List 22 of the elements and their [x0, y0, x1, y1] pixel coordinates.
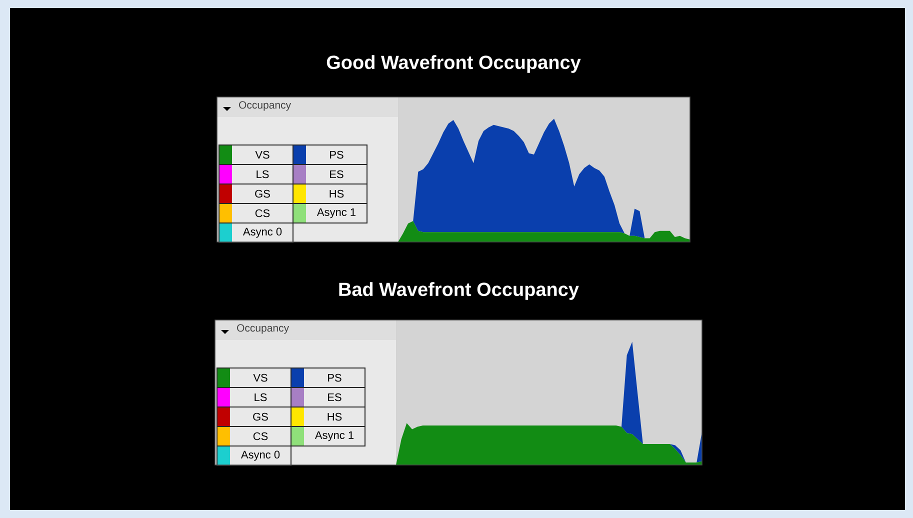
- legend-label: PS: [330, 150, 344, 159]
- legend-label: LS: [256, 170, 269, 178]
- legend-label: Async 0: [240, 450, 280, 461]
- legend-label: ES: [330, 170, 344, 178]
- y-axis-title: Occupancy: [239, 101, 292, 111]
- legend-label: HS: [328, 412, 342, 421]
- legend-label: ES: [328, 393, 342, 402]
- legend-label: VS: [253, 374, 268, 382]
- legend-label: CS: [255, 209, 270, 218]
- y-axis-title: Occupancy: [237, 324, 290, 334]
- legend-label: LS: [254, 393, 267, 402]
- legend-label: VS: [255, 150, 270, 159]
- legend-label: PS: [328, 374, 342, 382]
- chart-title: Bad Wavefront Occupancy: [339, 282, 579, 300]
- legend-label: CS: [253, 432, 268, 440]
- legend-label: Async 1: [314, 431, 354, 442]
- legend-label: Async 1: [316, 208, 356, 218]
- legend-label: GS: [253, 412, 268, 421]
- legend-label: GS: [255, 190, 270, 198]
- legend-label: HS: [330, 190, 344, 198]
- legend-label: Async 0: [242, 228, 282, 238]
- chart-title: Good Wavefront Occupancy: [326, 55, 581, 73]
